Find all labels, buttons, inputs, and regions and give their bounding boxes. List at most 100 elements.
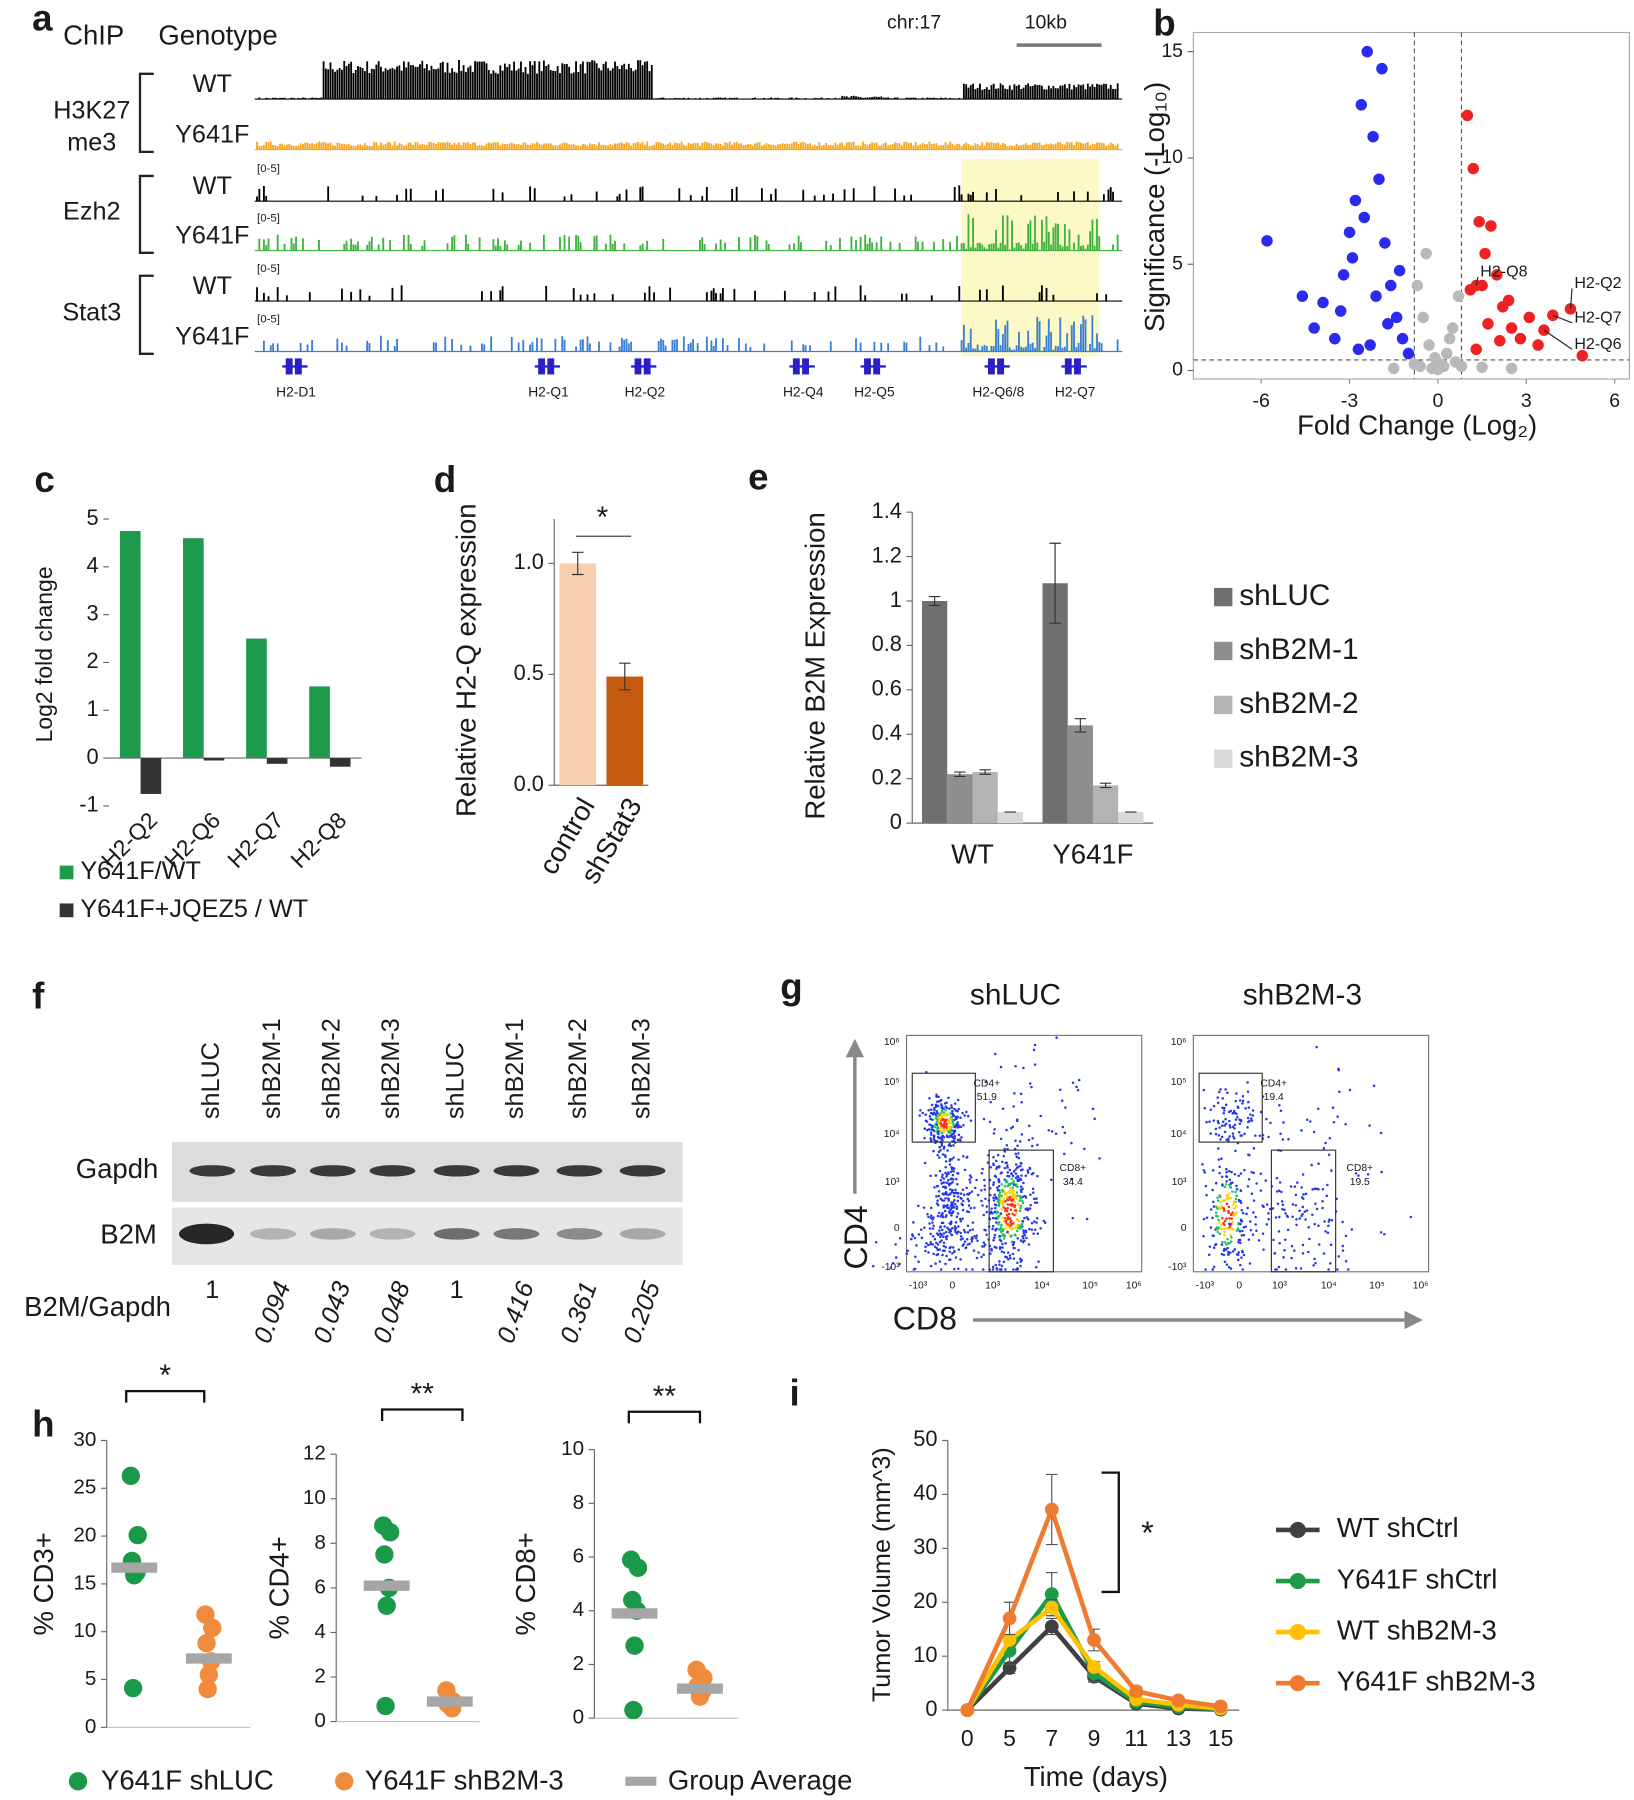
event bbox=[944, 1245, 948, 1249]
event bbox=[1291, 1203, 1295, 1206]
event bbox=[937, 1120, 941, 1123]
event bbox=[989, 1165, 992, 1169]
group-name: Stat3 bbox=[62, 298, 121, 326]
event bbox=[1019, 1168, 1023, 1172]
point bbox=[1505, 362, 1518, 375]
y-tick-label: 8 bbox=[314, 1531, 325, 1554]
event bbox=[984, 1080, 988, 1084]
error-bar bbox=[1099, 782, 1112, 789]
event bbox=[994, 1217, 997, 1220]
y-tick-label: 4 bbox=[87, 553, 99, 578]
event bbox=[938, 1156, 941, 1159]
band bbox=[369, 1165, 416, 1177]
event bbox=[1000, 1196, 1003, 1199]
event bbox=[931, 1234, 935, 1238]
track-signal bbox=[258, 214, 1119, 251]
event bbox=[1228, 1119, 1231, 1123]
event bbox=[921, 1111, 924, 1115]
event bbox=[1006, 1203, 1010, 1206]
event bbox=[970, 1190, 974, 1193]
group-name: Ezh2 bbox=[63, 197, 121, 225]
event bbox=[1031, 1137, 1034, 1140]
point bbox=[376, 1696, 395, 1716]
event bbox=[929, 1123, 932, 1127]
event bbox=[1018, 1199, 1022, 1202]
event bbox=[1016, 1237, 1019, 1240]
event bbox=[1001, 1233, 1004, 1236]
event bbox=[980, 1171, 984, 1175]
event bbox=[1289, 1185, 1293, 1188]
point bbox=[1376, 62, 1388, 75]
event bbox=[1202, 1234, 1205, 1238]
event bbox=[1015, 1191, 1019, 1194]
band bbox=[369, 1228, 416, 1240]
event bbox=[959, 1125, 963, 1129]
marker bbox=[1044, 1619, 1059, 1634]
event bbox=[1208, 1120, 1211, 1123]
y-axis-title: Relative B2M Expression bbox=[799, 512, 830, 819]
event bbox=[874, 1241, 878, 1244]
point bbox=[198, 1679, 217, 1699]
event bbox=[941, 1211, 944, 1215]
marker bbox=[1171, 1693, 1186, 1708]
event bbox=[959, 1258, 962, 1261]
event bbox=[1013, 1200, 1017, 1204]
event bbox=[935, 1195, 938, 1198]
event bbox=[1006, 1164, 1009, 1167]
band bbox=[556, 1165, 603, 1177]
point bbox=[380, 1523, 400, 1542]
event bbox=[969, 1176, 973, 1179]
event bbox=[939, 1232, 943, 1236]
event bbox=[1000, 1171, 1004, 1174]
legend-swatch bbox=[1214, 749, 1233, 769]
event bbox=[898, 1237, 902, 1240]
event bbox=[934, 1103, 938, 1107]
event bbox=[942, 1232, 946, 1235]
event bbox=[1379, 1131, 1383, 1135]
event bbox=[931, 1112, 935, 1116]
point bbox=[1364, 339, 1376, 351]
event bbox=[939, 1214, 942, 1218]
event bbox=[936, 1135, 940, 1139]
event bbox=[1217, 1090, 1221, 1094]
header: Genotype bbox=[158, 19, 277, 50]
event bbox=[1016, 1194, 1019, 1197]
band bbox=[619, 1228, 666, 1240]
event bbox=[1222, 1249, 1226, 1252]
event bbox=[929, 1232, 932, 1236]
event bbox=[932, 1224, 935, 1228]
event bbox=[1212, 1265, 1216, 1269]
event bbox=[956, 1115, 959, 1119]
legend-label: shB2M-2 bbox=[1239, 687, 1358, 720]
event bbox=[923, 1161, 927, 1165]
event bbox=[1283, 1208, 1286, 1212]
event bbox=[988, 1120, 992, 1124]
x-tick-label: -3 bbox=[1341, 390, 1358, 412]
event bbox=[971, 1268, 974, 1271]
header: ChIP bbox=[63, 19, 124, 50]
x-tick-label: H2-Q8 bbox=[285, 807, 351, 873]
event bbox=[1007, 1190, 1011, 1194]
event bbox=[1000, 1207, 1003, 1211]
event bbox=[1032, 1197, 1036, 1201]
event bbox=[1202, 1088, 1206, 1092]
event bbox=[946, 1206, 949, 1210]
event bbox=[1303, 1210, 1307, 1213]
event bbox=[969, 1206, 973, 1210]
event bbox=[1218, 1221, 1221, 1224]
point bbox=[1505, 322, 1518, 334]
event bbox=[995, 1211, 998, 1215]
event bbox=[1232, 1214, 1236, 1217]
event bbox=[1028, 1167, 1032, 1171]
event bbox=[957, 1248, 961, 1251]
event bbox=[1014, 1209, 1018, 1212]
plot-frame bbox=[1192, 31, 1630, 380]
event bbox=[975, 1256, 979, 1260]
x-tick-label: 10⁴ bbox=[1321, 1280, 1337, 1291]
event bbox=[1278, 1241, 1281, 1245]
y-tick-label: 4 bbox=[573, 1598, 584, 1621]
event bbox=[1002, 1154, 1006, 1158]
event bbox=[947, 1135, 951, 1139]
event bbox=[1214, 1181, 1218, 1185]
event bbox=[1004, 1255, 1007, 1259]
